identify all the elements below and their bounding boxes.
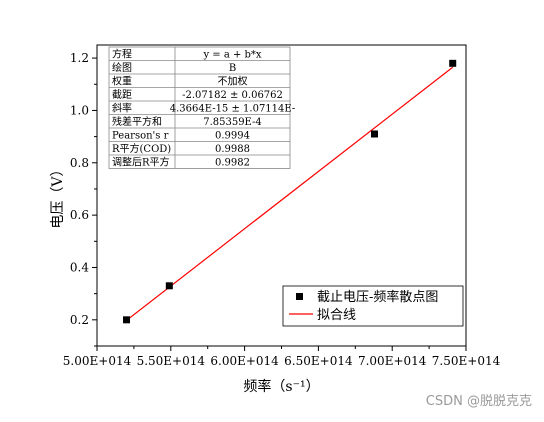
stats-value: 0.9994	[215, 131, 250, 142]
x-tick-label: 7.50E+014	[432, 354, 501, 368]
legend-label-scatter: 截止电压-频率散点图	[317, 289, 438, 305]
stats-value: 不加权	[218, 75, 248, 88]
stats-key: 绘图	[112, 61, 132, 74]
legend-label-fit: 拟合线	[317, 308, 356, 323]
legend-scatter-marker	[296, 293, 303, 300]
data-point	[370, 130, 378, 138]
y-tick-label: 0.4	[70, 260, 89, 274]
y-tick-label: 1.2	[70, 51, 89, 65]
stats-key: 方程	[112, 48, 132, 61]
stats-value: 0.9988	[215, 144, 250, 155]
stats-value: -2.07182 ± 0.06762	[182, 90, 283, 101]
data-point	[123, 316, 131, 324]
stats-key: 权重	[112, 75, 132, 88]
stats-table-frame	[108, 46, 291, 169]
x-tick-label: 5.50E+014	[137, 354, 206, 368]
data-point	[449, 59, 457, 67]
data-point	[165, 282, 173, 290]
y-tick-label: 0.2	[70, 313, 89, 327]
x-axis-title: 频率（s⁻¹）	[243, 378, 319, 395]
y-tick-label: 0.6	[70, 208, 89, 222]
stats-key: 调整后R平方	[112, 156, 170, 169]
stats-key: 残差平方和	[112, 115, 162, 128]
chart-marks: 5.00E+014 5.50E+014 6.00E+014 6.50E+014 7.00…	[63, 46, 501, 368]
stats-value: 4.3664E-15 ± 1.07114E-	[170, 104, 296, 115]
y-tick-label: 0.8	[70, 156, 89, 170]
stats-value: 7.85359E-4	[203, 117, 262, 128]
stats-key: 截距	[112, 88, 132, 101]
fit-line	[126, 66, 454, 321]
x-tick-label: 7.00E+014	[358, 354, 427, 368]
stats-key: Pearson's r	[112, 131, 169, 142]
stats-value: 0.9982	[215, 158, 250, 169]
x-tick-label: 6.00E+014	[210, 354, 279, 368]
stats-value: B	[229, 63, 236, 74]
y-tick-label: 1.0	[70, 103, 89, 117]
legend-frame	[282, 285, 464, 327]
stats-value: y = a + b*x	[202, 50, 261, 61]
x-tick-label: 5.00E+014	[63, 354, 132, 368]
stats-key: R平方(COD)	[112, 142, 171, 155]
x-tick-label: 6.50E+014	[284, 354, 353, 368]
y-axis-title: 电压（V）	[50, 162, 66, 228]
watermark: CSDN @脱脱克克	[425, 394, 532, 409]
stats-key: 斜率	[112, 102, 132, 115]
